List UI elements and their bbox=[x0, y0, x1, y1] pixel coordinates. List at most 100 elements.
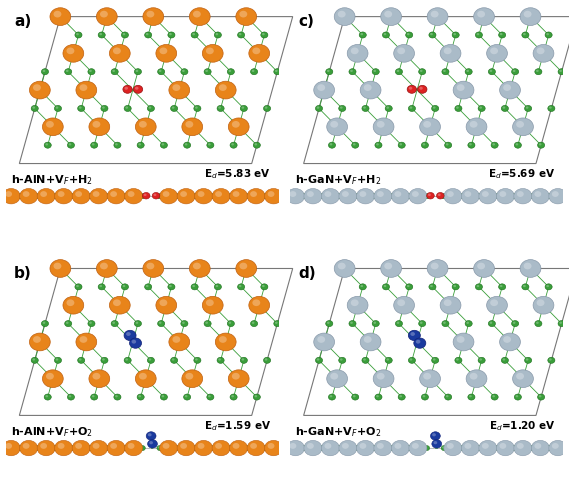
Circle shape bbox=[122, 446, 128, 450]
Circle shape bbox=[55, 441, 73, 456]
Circle shape bbox=[531, 189, 549, 204]
Circle shape bbox=[359, 32, 366, 38]
Circle shape bbox=[525, 357, 531, 363]
Circle shape bbox=[473, 259, 494, 277]
Circle shape bbox=[398, 394, 405, 400]
Circle shape bbox=[172, 84, 180, 91]
Circle shape bbox=[263, 357, 271, 363]
Circle shape bbox=[163, 191, 170, 197]
Text: E$_d$=1.59 eV: E$_d$=1.59 eV bbox=[204, 419, 271, 433]
Circle shape bbox=[90, 394, 98, 400]
Circle shape bbox=[143, 259, 164, 277]
Circle shape bbox=[93, 191, 100, 197]
Circle shape bbox=[18, 446, 20, 448]
Circle shape bbox=[247, 441, 265, 456]
Circle shape bbox=[69, 395, 71, 397]
Circle shape bbox=[218, 106, 221, 109]
Circle shape bbox=[191, 284, 198, 290]
Polygon shape bbox=[304, 268, 569, 415]
Circle shape bbox=[461, 189, 480, 204]
Circle shape bbox=[147, 357, 154, 363]
Circle shape bbox=[431, 263, 439, 269]
Circle shape bbox=[89, 70, 92, 72]
Circle shape bbox=[43, 322, 46, 324]
Circle shape bbox=[65, 69, 72, 75]
Circle shape bbox=[205, 70, 208, 72]
Circle shape bbox=[32, 358, 35, 361]
Circle shape bbox=[182, 370, 203, 388]
Circle shape bbox=[547, 446, 550, 448]
Circle shape bbox=[169, 81, 189, 99]
Circle shape bbox=[75, 284, 82, 290]
Circle shape bbox=[20, 189, 38, 204]
Circle shape bbox=[227, 69, 234, 75]
Circle shape bbox=[197, 191, 204, 197]
Circle shape bbox=[31, 105, 38, 111]
Circle shape bbox=[89, 370, 110, 388]
Circle shape bbox=[89, 189, 108, 204]
Polygon shape bbox=[19, 268, 292, 415]
Circle shape bbox=[75, 443, 82, 449]
Circle shape bbox=[112, 322, 115, 324]
Circle shape bbox=[536, 70, 539, 72]
Circle shape bbox=[215, 443, 222, 449]
Circle shape bbox=[253, 394, 261, 400]
Circle shape bbox=[496, 189, 514, 204]
Circle shape bbox=[414, 338, 426, 348]
Circle shape bbox=[123, 195, 125, 197]
Circle shape bbox=[304, 441, 322, 456]
Circle shape bbox=[42, 69, 48, 75]
Circle shape bbox=[381, 8, 402, 25]
Circle shape bbox=[76, 81, 97, 99]
Circle shape bbox=[146, 33, 149, 35]
Circle shape bbox=[168, 284, 175, 290]
Circle shape bbox=[545, 284, 552, 290]
Circle shape bbox=[422, 142, 428, 148]
Circle shape bbox=[192, 194, 198, 199]
Circle shape bbox=[373, 118, 394, 136]
Circle shape bbox=[394, 45, 414, 62]
Circle shape bbox=[53, 11, 61, 17]
Circle shape bbox=[35, 195, 38, 197]
Circle shape bbox=[444, 142, 452, 148]
Circle shape bbox=[37, 189, 55, 204]
Circle shape bbox=[122, 285, 125, 287]
Circle shape bbox=[127, 191, 134, 197]
Circle shape bbox=[373, 70, 376, 72]
Circle shape bbox=[538, 142, 545, 148]
Circle shape bbox=[160, 394, 167, 400]
Circle shape bbox=[46, 143, 48, 146]
Circle shape bbox=[76, 285, 79, 287]
Circle shape bbox=[363, 358, 366, 361]
Circle shape bbox=[96, 8, 117, 25]
Circle shape bbox=[452, 284, 459, 290]
Circle shape bbox=[442, 69, 449, 75]
Circle shape bbox=[477, 195, 480, 197]
Circle shape bbox=[301, 194, 307, 199]
Circle shape bbox=[182, 118, 203, 136]
Circle shape bbox=[71, 446, 73, 448]
Circle shape bbox=[185, 121, 193, 128]
Circle shape bbox=[227, 446, 233, 450]
Circle shape bbox=[353, 143, 356, 146]
Circle shape bbox=[55, 189, 73, 204]
Circle shape bbox=[237, 284, 245, 290]
Circle shape bbox=[44, 142, 51, 148]
Circle shape bbox=[546, 446, 552, 450]
Circle shape bbox=[229, 441, 248, 456]
Circle shape bbox=[250, 321, 258, 327]
Circle shape bbox=[500, 333, 521, 351]
Circle shape bbox=[158, 321, 164, 327]
Circle shape bbox=[427, 259, 448, 277]
Circle shape bbox=[241, 358, 244, 361]
Circle shape bbox=[559, 70, 562, 72]
Circle shape bbox=[465, 69, 472, 75]
Circle shape bbox=[228, 118, 249, 136]
Circle shape bbox=[56, 358, 58, 361]
Circle shape bbox=[195, 189, 213, 204]
Circle shape bbox=[318, 336, 325, 343]
Circle shape bbox=[512, 195, 514, 197]
Circle shape bbox=[441, 194, 447, 199]
Circle shape bbox=[376, 395, 379, 397]
Circle shape bbox=[549, 106, 552, 109]
